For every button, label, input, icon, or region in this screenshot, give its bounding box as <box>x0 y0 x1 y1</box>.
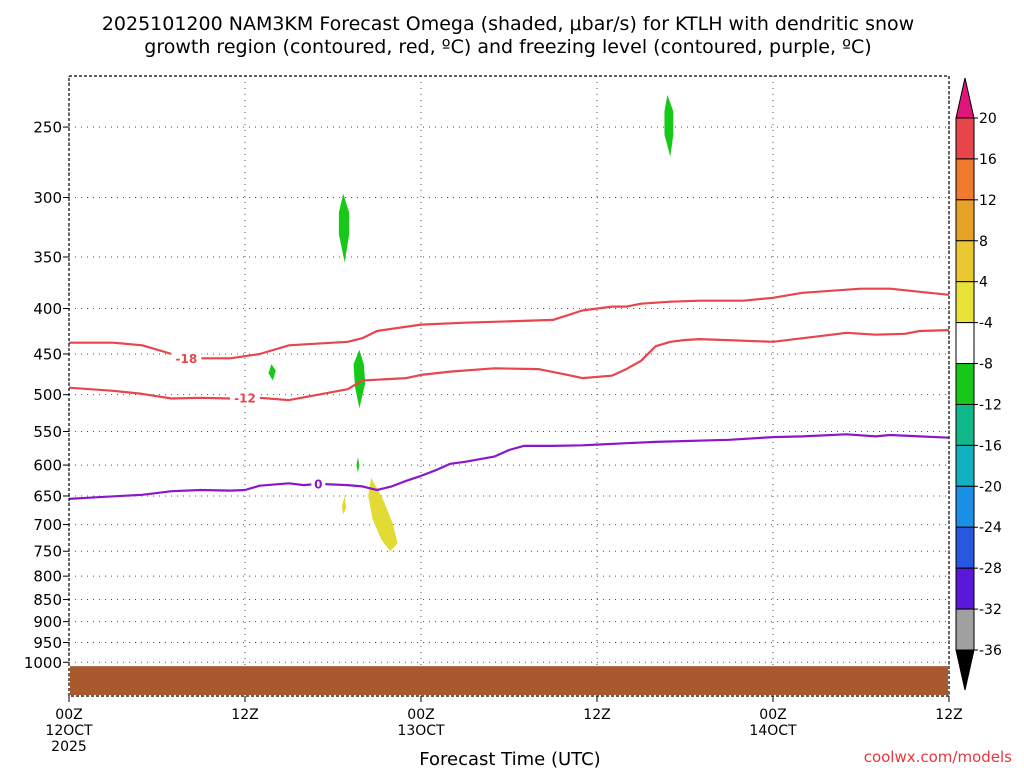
y-tick-label: 950 <box>33 634 62 652</box>
colorbar-segment <box>955 281 975 324</box>
x-tick-label: 12Z <box>935 707 962 723</box>
y-tick-label: 650 <box>33 487 62 505</box>
x-tick-label: 00Z <box>759 707 786 723</box>
colorbar-segment <box>955 117 975 160</box>
colorbar-segment <box>955 444 975 487</box>
colorbar-label: 8 <box>979 234 988 250</box>
chart-title-line1: 2025101200 NAM3KM Forecast Omega (shaded… <box>102 13 914 35</box>
y-tick-label: 500 <box>33 386 62 404</box>
omega-shading <box>268 94 674 552</box>
colorbar-segment <box>955 363 975 405</box>
x-tick-label: 12Z <box>583 707 610 723</box>
colorbar-segment <box>955 485 975 528</box>
x-tick-label: 13OCT <box>397 723 445 739</box>
chart-title-line2: growth region (contoured, red, ºC) and f… <box>144 36 871 58</box>
colorbar-label: 12 <box>979 193 997 209</box>
y-tick-label: 700 <box>33 516 62 534</box>
y-tick-label: 900 <box>33 613 62 631</box>
colorbar-segment <box>955 158 975 201</box>
y-tick-label: 850 <box>33 591 62 609</box>
contour-label-bg <box>171 351 202 366</box>
colorbar-segment <box>955 567 975 610</box>
colorbar-label: -28 <box>979 561 1002 577</box>
x-tick-label: 12OCT <box>45 723 93 739</box>
grid-lines <box>68 76 950 696</box>
colorbar-label: -12 <box>979 397 1002 413</box>
contour-line <box>68 433 950 500</box>
colorbar-segment <box>955 199 975 242</box>
colorbar: 20 16 12 8 4 -4 -8 -12 -16 -20 -24 -28 -32 -36 <box>955 77 1002 691</box>
omega-shaded-region <box>356 457 360 473</box>
colorbar-label: -32 <box>979 602 1002 618</box>
y-tick-label: 750 <box>33 543 62 561</box>
y-tick-label: 350 <box>33 248 62 266</box>
credit-text: coolwx.com/models <box>864 748 1012 766</box>
y-axis: 250 300 350 400 450 500 550 600 650 700 750 800 850 9… <box>24 119 69 672</box>
contour-label-bg <box>311 476 326 491</box>
y-tick-label: 400 <box>33 300 62 318</box>
x-tick-label: 2025 <box>51 739 87 755</box>
colorbar-segment <box>955 322 975 365</box>
y-tick-label: 450 <box>33 346 62 364</box>
contour-label: 0 <box>314 477 322 491</box>
colorbar-top-arrow <box>955 77 975 119</box>
omega-shaded-region <box>338 193 350 263</box>
colorbar-label: -24 <box>979 520 1002 536</box>
colorbar-label: -4 <box>979 316 993 332</box>
omega-shaded-region <box>664 94 674 157</box>
colorbar-segment <box>955 240 975 283</box>
colorbar-bottom-arrow <box>955 649 975 691</box>
x-axis-title: Forecast Time (UTC) <box>419 749 600 768</box>
colorbar-segment <box>955 403 975 446</box>
y-tick-label: 600 <box>33 457 62 475</box>
contour-label: -12 <box>234 391 256 405</box>
x-tick-label: 00Z <box>55 707 82 723</box>
contour-lines: -18 -12 0 <box>68 287 950 500</box>
colorbar-label: 4 <box>979 275 988 291</box>
y-tick-label: 1000 <box>24 654 62 672</box>
colorbar-segment <box>955 608 975 651</box>
x-tick-label: 00Z <box>407 707 434 723</box>
contour-label-bg <box>230 390 260 405</box>
colorbar-label: 20 <box>979 111 997 127</box>
omega-shaded-region <box>368 477 398 552</box>
colorbar-label: 16 <box>979 152 997 168</box>
x-tick-label: 12Z <box>231 707 258 723</box>
x-tick-label: 14OCT <box>749 723 797 739</box>
omega-shaded-region <box>268 364 276 381</box>
colorbar-segment <box>955 526 975 569</box>
colorbar-label: -20 <box>979 479 1002 495</box>
terrain-fill <box>70 666 948 695</box>
plot-frame <box>68 75 950 697</box>
omega-shaded-region <box>353 349 366 409</box>
contour-label: -18 <box>175 352 197 366</box>
colorbar-label: -36 <box>979 643 1002 659</box>
y-tick-label: 800 <box>33 568 62 586</box>
colorbar-label: -16 <box>979 438 1002 454</box>
terrain-block <box>70 666 948 695</box>
omega-shaded-region <box>341 495 347 515</box>
y-tick-label: 550 <box>33 423 62 441</box>
colorbar-label: -8 <box>979 357 993 373</box>
y-tick-label: 250 <box>33 119 62 137</box>
contour-line <box>69 287 950 360</box>
y-tick-label: 300 <box>33 189 62 207</box>
